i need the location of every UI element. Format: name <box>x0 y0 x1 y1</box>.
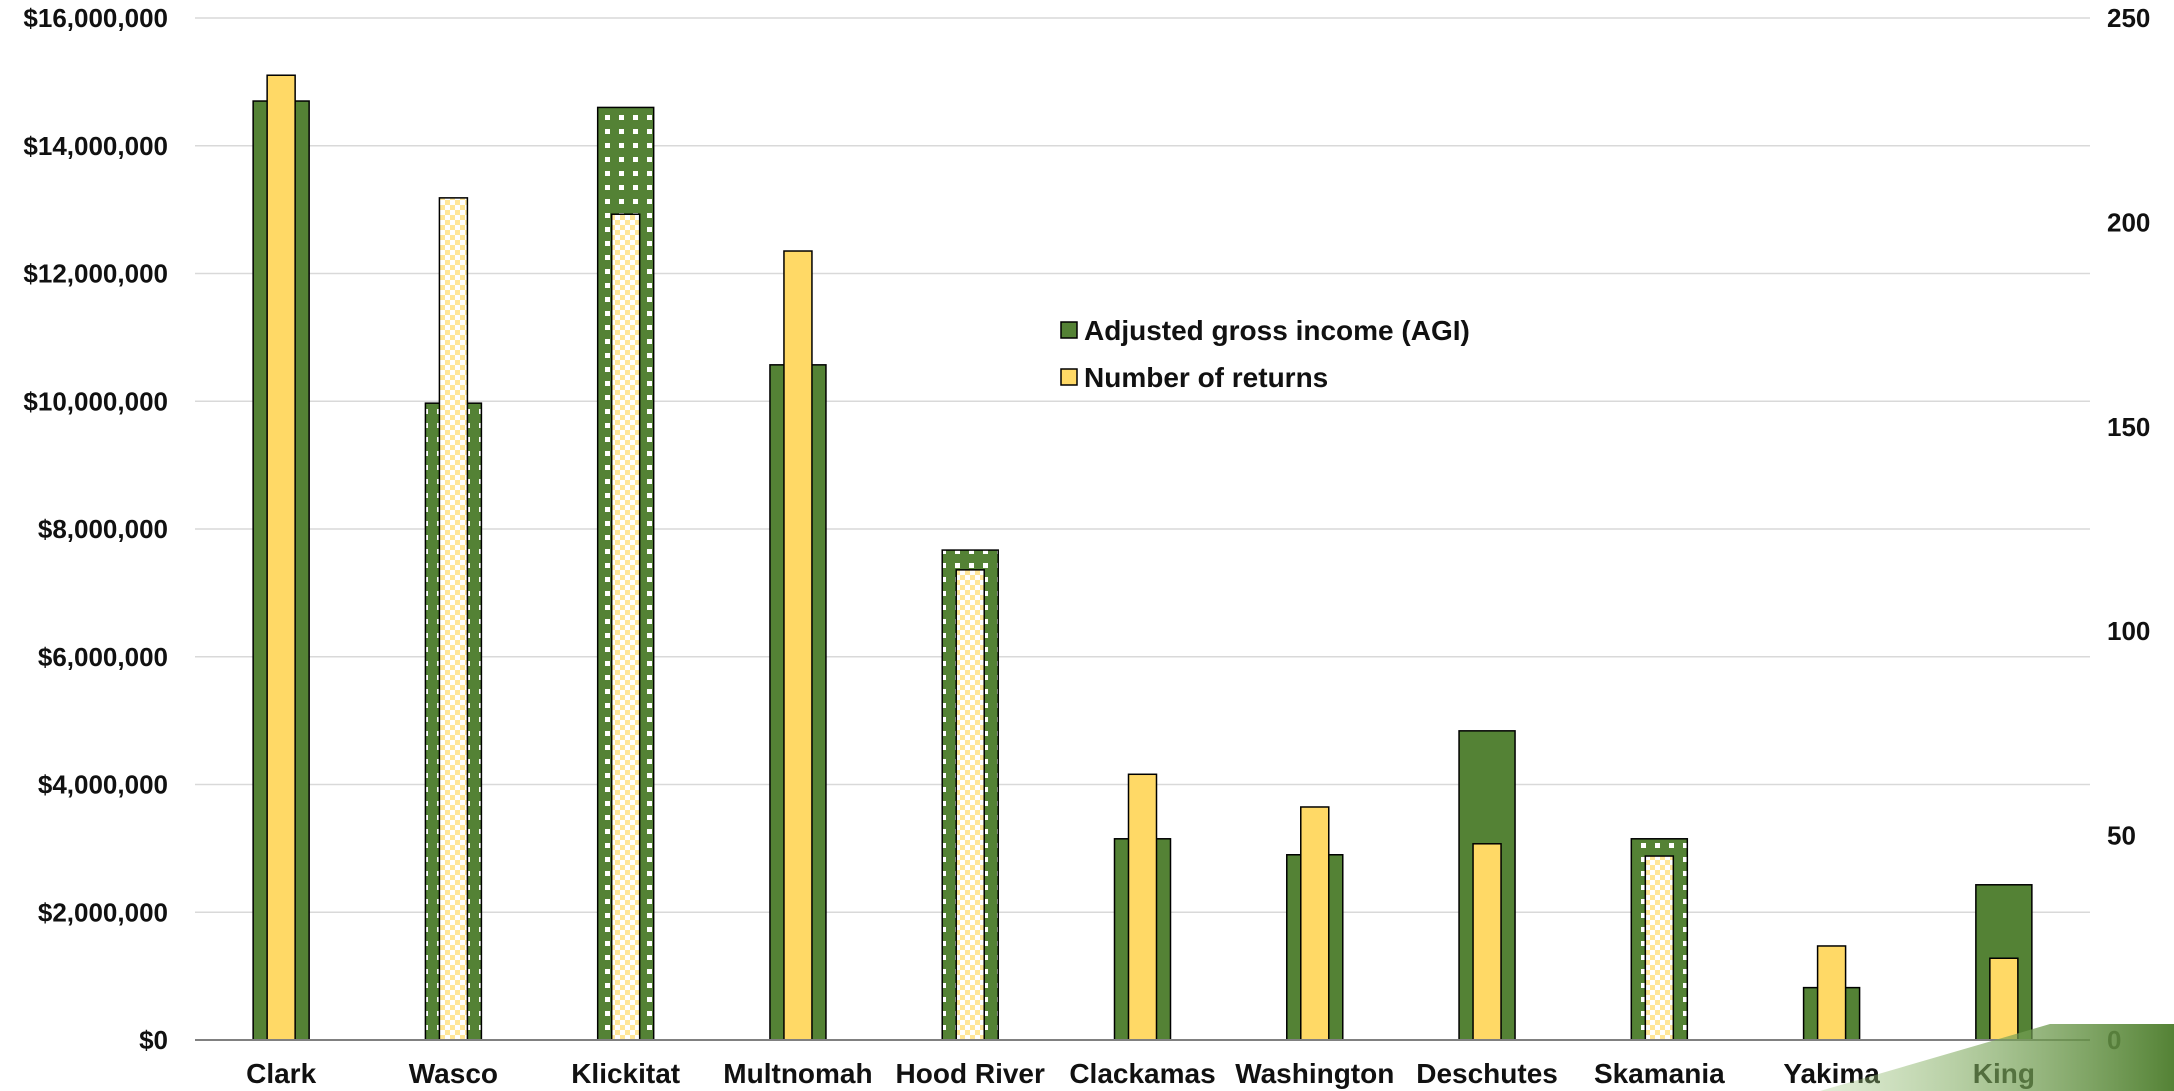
y-left-tick-label: $4,000,000 <box>38 770 168 800</box>
bar-returns <box>266 74 296 1041</box>
corner-decoration <box>1820 1024 2174 1091</box>
y-right-tick-label: 50 <box>2107 821 2136 851</box>
y-left-tick-label: $12,000,000 <box>23 259 168 289</box>
x-category-label: Wasco <box>409 1058 498 1089</box>
y-left-tick-label: $8,000,000 <box>38 514 168 544</box>
y-left-tick-label: $10,000,000 <box>23 386 168 416</box>
bar-returns <box>1300 806 1330 1041</box>
bar-returns <box>1472 843 1502 1041</box>
x-category-label: Deschutes <box>1416 1058 1558 1089</box>
bar-returns <box>438 197 469 1041</box>
x-category-label: Hood River <box>896 1058 1045 1089</box>
bar-returns <box>610 213 641 1041</box>
y-left-tick-label: $6,000,000 <box>38 642 168 672</box>
x-category-label: Multnomah <box>723 1058 872 1089</box>
gridlines <box>195 17 2090 1041</box>
bar-returns <box>783 250 813 1041</box>
bar-returns <box>1816 945 1847 1041</box>
x-category-label: Clark <box>246 1058 316 1089</box>
legend-label-agi: Adjusted gross income (AGI) <box>1084 315 1470 346</box>
legend-label-returns: Number of returns <box>1084 362 1328 393</box>
x-category-label: Clackamas <box>1069 1058 1215 1089</box>
y-left-tick-label: $16,000,000 <box>23 3 168 33</box>
y-right-tick-label: 100 <box>2107 616 2150 646</box>
bar-returns <box>1989 957 2019 1041</box>
x-category-label: Skamania <box>1594 1058 1725 1089</box>
legend-swatch-returns <box>1060 368 1078 386</box>
x-category-label: Klickitat <box>571 1058 680 1089</box>
bar-returns <box>955 569 985 1041</box>
y-left-tick-label: $0 <box>139 1025 168 1055</box>
y-left-tick-label: $2,000,000 <box>38 897 168 927</box>
y-right-tick-label: 250 <box>2107 3 2150 33</box>
y-left-tick-label: $14,000,000 <box>23 131 168 161</box>
legend: Adjusted gross income (AGI) Number of re… <box>1060 315 1470 393</box>
bars <box>252 74 2033 1041</box>
legend-swatch-agi <box>1060 321 1078 339</box>
y-right-tick-label: 200 <box>2107 207 2150 237</box>
bar-returns <box>1127 773 1158 1041</box>
y-right-tick-label: 150 <box>2107 412 2150 442</box>
x-category-label: Washington <box>1235 1058 1394 1089</box>
bar-returns <box>1644 855 1675 1041</box>
axes: $0 $2,000,000 $4,000,000 $6,000,000 $8,000,0… <box>23 3 2150 1089</box>
